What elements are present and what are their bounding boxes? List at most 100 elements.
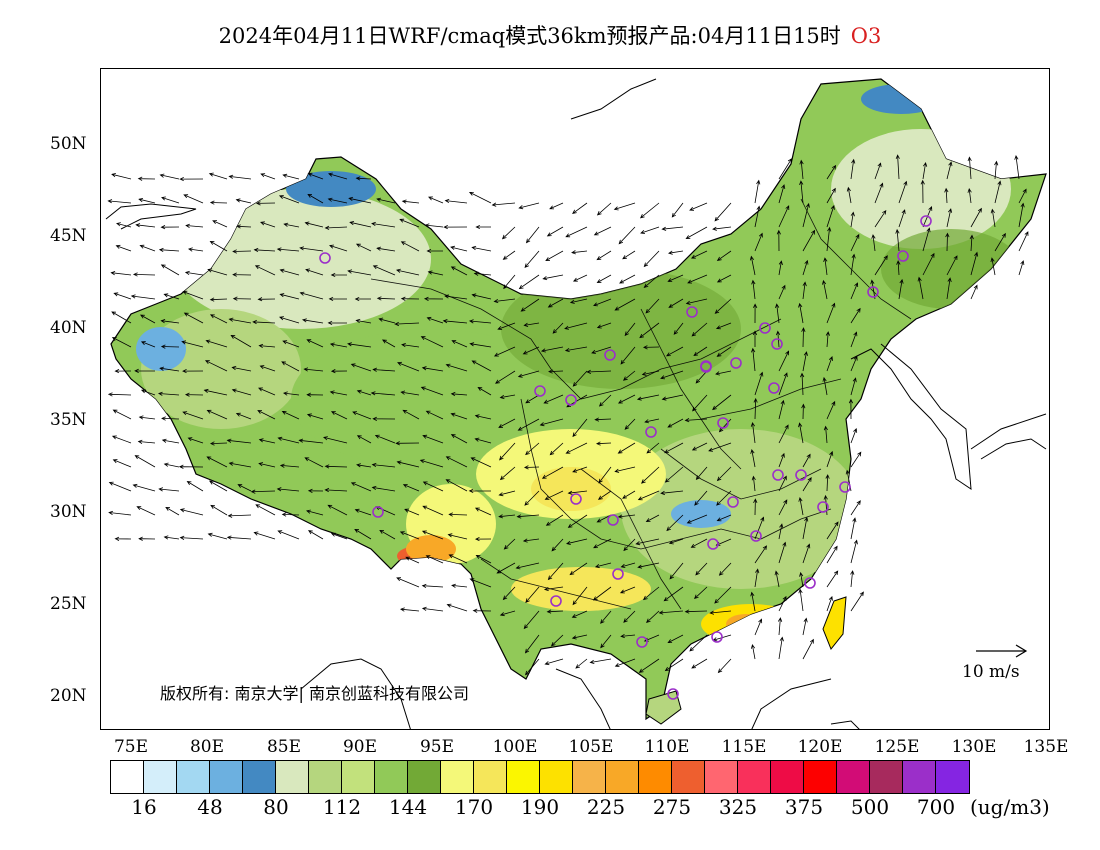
wind-arrow (107, 199, 132, 204)
wind-arrow (565, 226, 588, 238)
wind-arrow (279, 316, 300, 324)
wind-arrow (424, 223, 444, 228)
wind-arrow (209, 240, 228, 252)
wind-arrow (255, 201, 276, 206)
wind-arrow (523, 322, 540, 327)
wind-arrow (445, 456, 468, 468)
wind-arrow (715, 370, 732, 376)
wind-arrow (874, 162, 882, 180)
wind-arrow (252, 319, 276, 325)
wind-arrow (231, 365, 252, 372)
wind-arrow (161, 416, 180, 421)
wind-arrow (690, 538, 708, 548)
wind-arrow (778, 205, 790, 228)
wind-arrow (922, 227, 931, 252)
wind-arrow (329, 244, 348, 252)
wind-arrow (183, 194, 204, 204)
wind-arrow (525, 442, 540, 456)
wind-arrow (802, 617, 808, 636)
wind-arrow (850, 233, 860, 252)
wind-arrow (596, 322, 612, 329)
wind-arrow (394, 321, 420, 327)
wind-arrow (716, 514, 732, 522)
wind-arrow (617, 514, 636, 519)
wind-arrow (355, 243, 372, 252)
wind-arrow (374, 434, 396, 444)
wind-arrow (260, 221, 276, 228)
wind-arrow (112, 409, 132, 420)
wind-arrow (474, 437, 492, 444)
colorbar-swatch (210, 761, 243, 793)
wind-arrow (306, 413, 324, 420)
wind-arrow (401, 343, 420, 348)
wind-arrow (181, 340, 204, 348)
wind-arrow (545, 514, 564, 526)
wind-arrow (778, 284, 786, 300)
wind-arrow (160, 344, 180, 349)
wind-arrow (209, 314, 228, 324)
wind-arrow (421, 366, 444, 372)
wind-arrow (232, 296, 252, 301)
wind-arrow (182, 411, 204, 420)
wind-arrow (753, 303, 758, 324)
wind-arrow (501, 226, 516, 240)
colorbar-swatch (243, 761, 276, 793)
wind-arrow (182, 368, 204, 374)
wind-arrow (187, 437, 204, 444)
wind-arrow (645, 514, 660, 523)
wind-arrow (232, 249, 252, 254)
wind-arrow (618, 226, 636, 245)
wind-arrow (850, 500, 861, 516)
wind-vectors (107, 154, 1029, 676)
wind-arrow (525, 658, 540, 676)
wind-arrow (350, 482, 372, 492)
wind-arrow (798, 588, 804, 612)
wind-arrow (472, 608, 492, 613)
wind-arrow (259, 365, 276, 372)
wind-arrow (356, 389, 372, 396)
wind-arrow (850, 539, 858, 564)
wind-arrow (108, 481, 132, 492)
wind-arrow (497, 322, 516, 330)
copyright-text: 版权所有: 南京大学| 南京创蓝科技有限公司 (160, 684, 469, 703)
wind-arrow (614, 658, 636, 667)
wind-arrow (281, 361, 300, 372)
wind-arrow (134, 368, 156, 373)
wind-arrow (547, 562, 564, 581)
wind-arrow (205, 339, 228, 348)
wind-arrow (207, 532, 228, 540)
colorbar-swatch (870, 761, 903, 793)
wind-arrow (778, 184, 786, 204)
wind-arrow (848, 398, 854, 420)
wind-arrow (352, 411, 372, 420)
wind-arrow (330, 369, 348, 374)
colorbar-swatch (309, 761, 342, 793)
wind-arrow (691, 442, 708, 451)
city-marker (717, 417, 729, 429)
wind-arrow (754, 618, 763, 636)
wind-arrow (798, 496, 804, 516)
wind-arrow (303, 367, 324, 372)
wind-arrow (298, 438, 324, 444)
wind-arrow (330, 532, 348, 540)
wind-arrow (503, 274, 516, 290)
wind-arrow (515, 562, 540, 570)
wind-arrow (589, 658, 612, 664)
wind-arrow (491, 202, 516, 207)
wind-arrow (802, 477, 812, 492)
wind-arrow (282, 173, 300, 180)
wind-arrow (969, 234, 974, 252)
wind-arrow (754, 545, 768, 564)
colorbar-swatch (474, 761, 507, 793)
wind-arrow (137, 176, 156, 181)
wind-arrow (802, 229, 816, 252)
wind-arrow (754, 568, 760, 588)
city-marker (817, 501, 829, 513)
wind-arrow (661, 394, 684, 401)
colorbar-swatch (771, 761, 804, 793)
city-marker (804, 577, 816, 589)
wind-arrow (306, 339, 324, 348)
wind-arrow (208, 172, 228, 180)
wind-arrow (495, 370, 516, 384)
wind-arrow (140, 389, 156, 396)
